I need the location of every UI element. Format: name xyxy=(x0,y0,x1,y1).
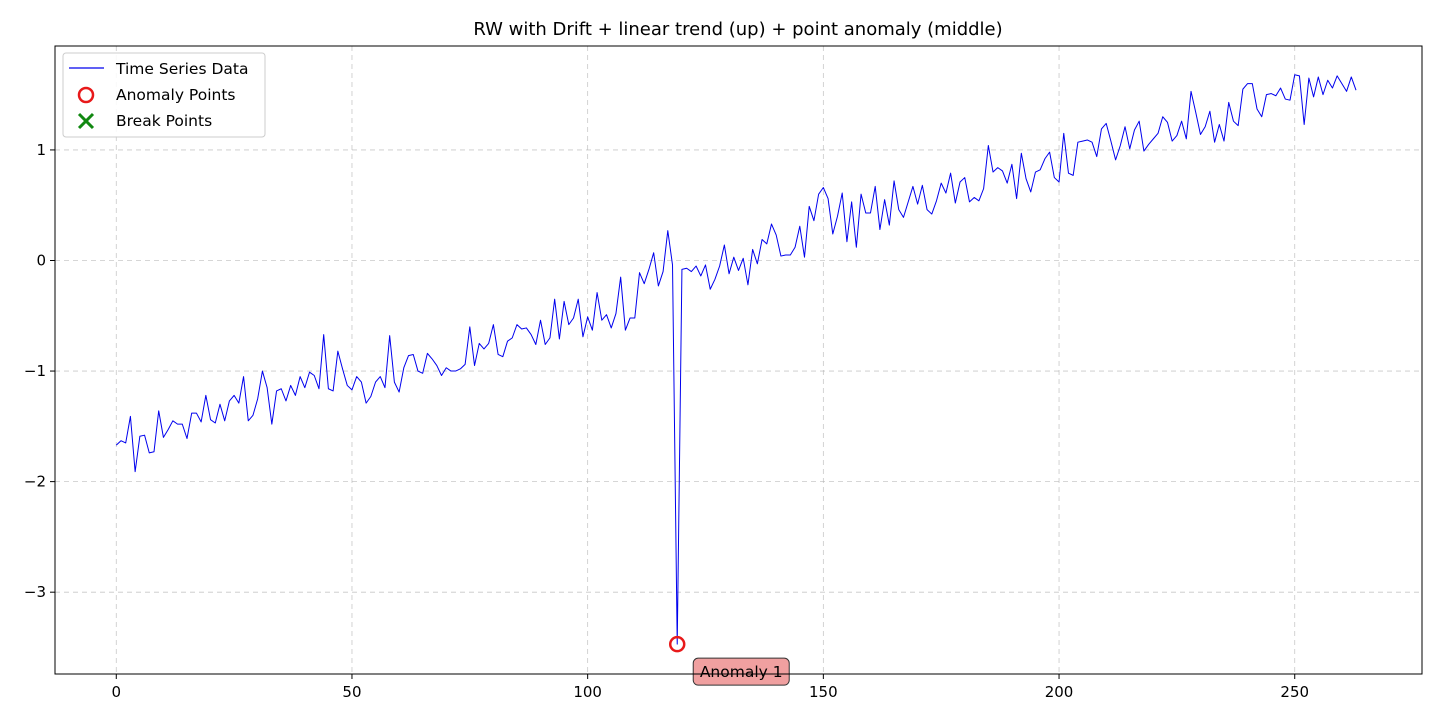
anomaly-layer: Anomaly 1 xyxy=(668,635,790,686)
x-tick-label: 250 xyxy=(1280,683,1309,701)
series-layer xyxy=(115,74,1357,645)
legend-box xyxy=(62,52,266,138)
y-tick-label: 1 xyxy=(36,141,46,159)
chart-title: RW with Drift + linear trend (up) + poin… xyxy=(473,19,1002,40)
anomaly-label-box xyxy=(692,657,790,686)
legend-anomaly-marker-icon xyxy=(77,86,95,104)
y-tick-label: −3 xyxy=(24,583,46,601)
y-axis-ticks: −3 −2 −1 0 1 xyxy=(24,141,55,601)
series-line-time-series-data xyxy=(115,74,1357,645)
x-tick-label: 150 xyxy=(809,683,838,701)
y-tick-label: −2 xyxy=(24,473,46,491)
legend-series-label: Time Series Data xyxy=(115,60,248,78)
y-tick-label: −1 xyxy=(24,362,46,380)
legend: Time Series Data Anomaly Points Break Po… xyxy=(62,52,266,138)
plot-area-frame xyxy=(54,45,1423,675)
anomaly-label: Anomaly 1 xyxy=(700,663,783,681)
legend-break-label: Break Points xyxy=(116,112,212,130)
x-tick-label: 50 xyxy=(342,683,361,701)
x-tick-label: 100 xyxy=(573,683,602,701)
x-tick-label: 200 xyxy=(1045,683,1074,701)
grid-lines xyxy=(55,46,1422,674)
anomaly-point-marker xyxy=(668,635,686,653)
x-axis-ticks: 0 50 100 150 200 250 xyxy=(112,674,1309,701)
x-tick-label: 0 xyxy=(112,683,122,701)
legend-break-marker-icon xyxy=(77,112,95,130)
y-tick-label: 0 xyxy=(36,251,46,269)
legend-anomaly-label: Anomaly Points xyxy=(116,86,235,104)
